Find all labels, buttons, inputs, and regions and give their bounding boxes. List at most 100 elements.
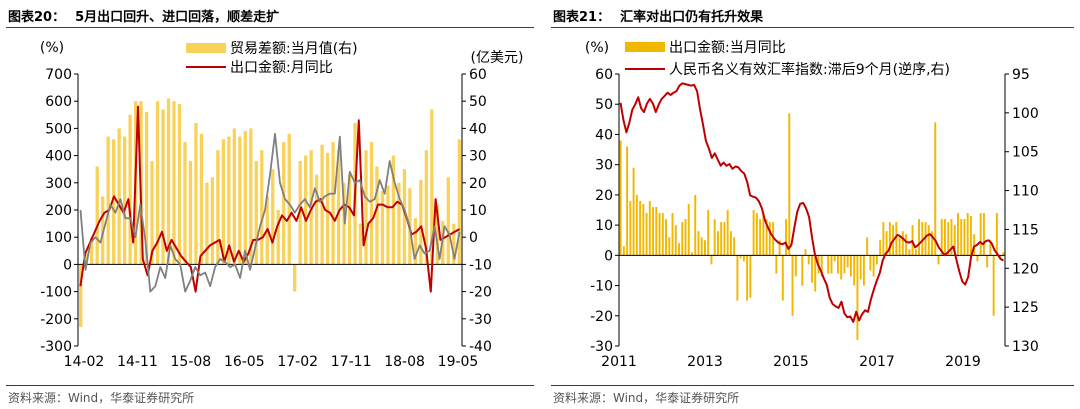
x-tick-label: 2019	[945, 354, 981, 370]
bar	[918, 219, 921, 256]
figure-number: 图表21：	[553, 10, 611, 25]
bar	[963, 219, 966, 256]
bar	[304, 155, 308, 265]
bar	[914, 249, 917, 256]
bar	[391, 155, 396, 265]
left-tick-label: -30	[590, 339, 613, 355]
left-tick-label: 10	[595, 218, 613, 234]
bar	[898, 237, 901, 256]
line-series-primary	[619, 82, 1004, 323]
bar	[122, 136, 127, 265]
x-tick-label: 17-11	[331, 354, 372, 370]
bar	[746, 255, 749, 301]
bar	[791, 255, 794, 316]
bar	[199, 133, 204, 265]
bar	[172, 101, 176, 265]
bar	[762, 213, 765, 256]
left-tick-label: 50	[595, 97, 613, 113]
bar	[982, 213, 985, 256]
right-tick-label: 60	[469, 67, 487, 83]
x-tick-label: 2011	[601, 354, 637, 370]
bar	[282, 142, 286, 265]
bar	[720, 222, 723, 256]
bar	[697, 231, 700, 256]
bar	[144, 112, 149, 265]
bar	[966, 213, 969, 256]
bar	[402, 169, 407, 265]
bar	[194, 122, 198, 265]
bar	[778, 240, 781, 256]
left-tick-label: 700	[45, 67, 72, 83]
bar	[325, 152, 330, 265]
left-tick-label: 300	[45, 176, 72, 192]
bar	[419, 180, 423, 265]
x-tick-label: 15-08	[171, 354, 212, 370]
title-rule	[6, 27, 534, 28]
right-tick-label: 100	[1012, 106, 1039, 122]
bar	[700, 237, 703, 256]
bar	[79, 264, 83, 327]
right-tick-label: 30	[469, 149, 487, 165]
right-tick-label: 95	[1012, 67, 1030, 83]
bar	[885, 231, 888, 256]
bar	[358, 223, 363, 265]
bar	[882, 222, 885, 256]
bar	[691, 252, 693, 256]
bar	[671, 213, 674, 256]
figure-title: 图表21： 汇率对出口仍有托升效果	[553, 6, 763, 25]
bar	[166, 98, 171, 265]
legend-swatch-bar	[625, 42, 665, 52]
bar	[227, 136, 231, 265]
bar	[150, 161, 154, 265]
right-tick-label: 0	[469, 230, 478, 246]
bar	[642, 203, 645, 256]
bar	[836, 255, 839, 274]
bar	[921, 222, 924, 256]
bar	[713, 219, 716, 256]
left-tick-label: -100	[40, 285, 72, 301]
bar	[397, 182, 401, 265]
bar	[794, 255, 797, 277]
bar	[811, 255, 813, 283]
bar	[931, 231, 933, 256]
bar	[375, 166, 379, 265]
x-tick-label: 14-11	[117, 354, 158, 370]
bar	[90, 237, 94, 265]
bar	[927, 225, 930, 256]
bar	[814, 255, 817, 292]
x-tick-label: 2013	[687, 354, 723, 370]
bar	[635, 194, 638, 256]
bar	[678, 243, 680, 256]
bar	[254, 161, 258, 265]
bar	[380, 190, 385, 265]
bar	[843, 255, 846, 274]
bar	[661, 213, 664, 256]
bar	[768, 222, 771, 256]
left-tick-label: 60	[595, 67, 613, 83]
bar	[908, 249, 911, 256]
bar	[183, 142, 187, 265]
right-tick-label: 115	[1012, 222, 1039, 238]
bar	[759, 219, 762, 256]
bar	[210, 177, 215, 265]
legend-label: 出口金额:当月同比	[669, 40, 786, 56]
right-tick-label: -20	[469, 285, 492, 301]
right-tick-label: 10	[469, 203, 487, 219]
bar	[177, 103, 182, 265]
bar	[619, 140, 622, 256]
bar	[84, 253, 88, 265]
bar	[755, 213, 758, 256]
bar	[446, 177, 450, 265]
left-tick-label: 500	[45, 121, 72, 137]
export-import-trade-chart: -300-200-1000100200300400500600700-40-30…	[40, 40, 524, 370]
bar	[707, 210, 710, 256]
bar	[287, 133, 291, 265]
bar	[648, 200, 651, 256]
bar	[668, 237, 671, 256]
bar	[95, 166, 99, 265]
bar	[986, 255, 989, 268]
bar	[739, 255, 742, 259]
bar	[723, 222, 726, 256]
bar	[681, 222, 684, 256]
bar	[859, 255, 862, 280]
